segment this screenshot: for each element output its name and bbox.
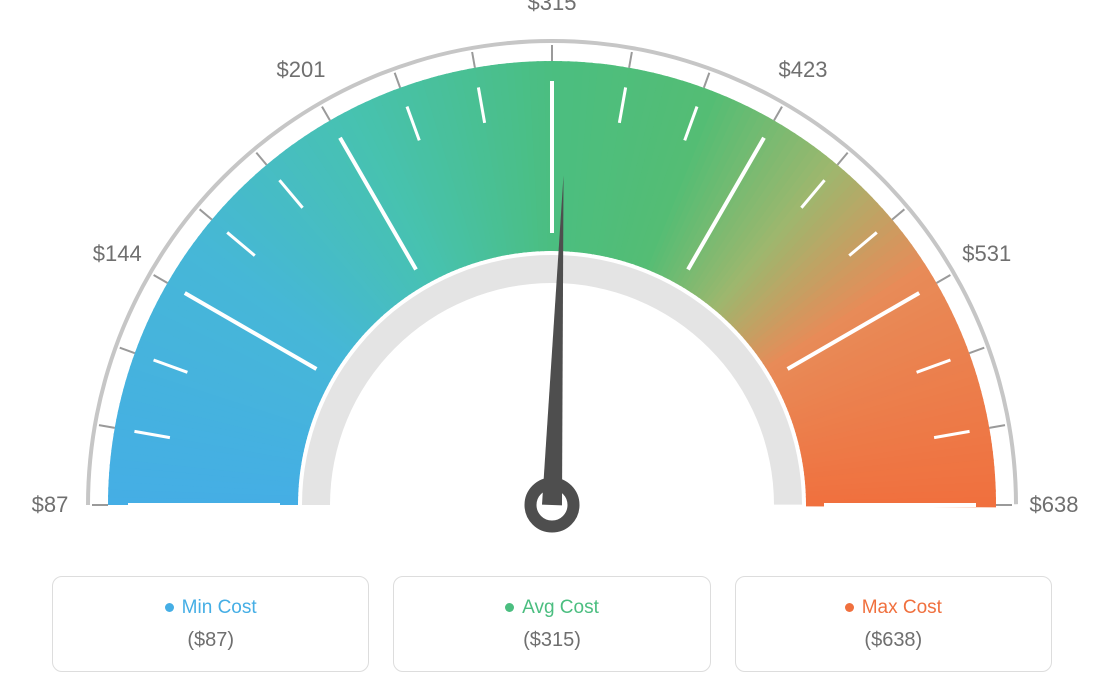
card-title-row: Avg Cost — [505, 597, 599, 619]
card-value: ($638) — [864, 629, 922, 652]
gauge-tick-label: $87 — [32, 492, 69, 518]
dot-icon — [505, 603, 514, 612]
gauge-tick-label: $201 — [277, 57, 326, 83]
gauge-tick-label: $531 — [962, 241, 1011, 267]
card-title: Avg Cost — [522, 597, 599, 619]
card-title: Max Cost — [862, 597, 942, 619]
avg-cost-card: Avg Cost ($315) — [393, 576, 710, 672]
card-value: ($87) — [187, 629, 234, 652]
gauge-tick-label: $423 — [779, 57, 828, 83]
gauge-tick-label: $638 — [1030, 492, 1079, 518]
min-cost-card: Min Cost ($87) — [52, 576, 369, 672]
gauge-svg — [0, 0, 1104, 560]
dot-icon — [165, 603, 174, 612]
card-title-row: Max Cost — [845, 597, 942, 619]
gauge-tick-label: $144 — [93, 241, 142, 267]
card-title-row: Min Cost — [165, 597, 257, 619]
dot-icon — [845, 603, 854, 612]
max-cost-card: Max Cost ($638) — [735, 576, 1052, 672]
legend-row: Min Cost ($87) Avg Cost ($315) Max Cost … — [52, 576, 1052, 672]
card-title: Min Cost — [182, 597, 257, 619]
cost-gauge: $87 $144 $201 $315 $423 $531 $638 — [0, 0, 1104, 560]
card-value: ($315) — [523, 629, 581, 652]
gauge-tick-label: $315 — [528, 0, 577, 16]
